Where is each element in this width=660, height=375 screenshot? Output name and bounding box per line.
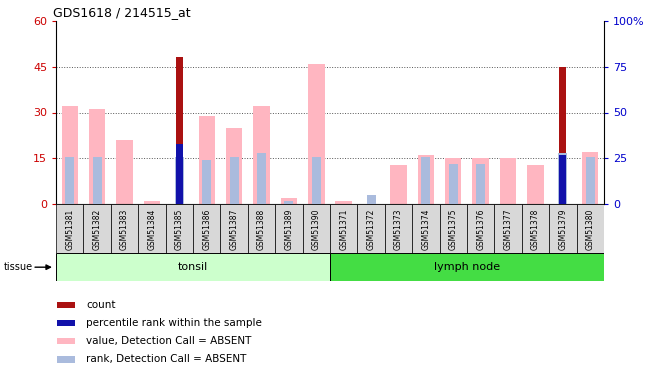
Bar: [248, 204, 275, 253]
Bar: [275, 204, 302, 253]
Bar: [312, 157, 321, 204]
Text: percentile rank within the sample: percentile rank within the sample: [86, 318, 262, 328]
Bar: [57, 302, 75, 308]
Text: lymph node: lymph node: [434, 262, 500, 272]
Bar: [92, 157, 102, 204]
Bar: [385, 204, 412, 253]
Text: GSM51373: GSM51373: [394, 208, 403, 250]
Text: GSM51374: GSM51374: [421, 208, 430, 250]
Bar: [330, 253, 604, 281]
Bar: [116, 140, 133, 204]
Bar: [366, 195, 376, 204]
Bar: [284, 201, 294, 204]
Text: GSM51386: GSM51386: [202, 208, 211, 250]
Text: tissue: tissue: [3, 262, 32, 272]
Text: GSM51380: GSM51380: [585, 208, 595, 250]
Bar: [527, 165, 544, 204]
Text: GSM51389: GSM51389: [284, 208, 294, 250]
Bar: [335, 201, 352, 204]
Text: GSM51382: GSM51382: [92, 208, 102, 249]
Bar: [390, 165, 407, 204]
Bar: [476, 164, 485, 204]
Bar: [89, 110, 106, 204]
Bar: [193, 204, 220, 253]
Text: GSM51387: GSM51387: [230, 208, 239, 250]
Bar: [473, 159, 489, 204]
Text: value, Detection Call = ABSENT: value, Detection Call = ABSENT: [86, 336, 251, 346]
Bar: [175, 157, 184, 204]
Bar: [467, 204, 494, 253]
Bar: [257, 153, 266, 204]
Bar: [57, 356, 75, 363]
Bar: [57, 338, 75, 345]
Text: GSM51381: GSM51381: [65, 208, 75, 249]
Bar: [57, 320, 75, 326]
Text: GSM51384: GSM51384: [147, 208, 156, 250]
Text: GSM51383: GSM51383: [120, 208, 129, 250]
Text: GSM51371: GSM51371: [339, 208, 348, 250]
Bar: [202, 160, 211, 204]
Bar: [585, 157, 595, 204]
Bar: [440, 204, 467, 253]
Bar: [358, 204, 385, 253]
Bar: [199, 116, 215, 204]
Text: GSM51388: GSM51388: [257, 208, 266, 249]
Text: GSM51377: GSM51377: [504, 208, 513, 250]
Bar: [253, 106, 270, 204]
Bar: [111, 204, 138, 253]
Bar: [280, 198, 297, 204]
Text: GSM51378: GSM51378: [531, 208, 540, 250]
Bar: [449, 164, 458, 204]
Bar: [500, 159, 516, 204]
Bar: [549, 204, 577, 253]
Bar: [144, 201, 160, 204]
Bar: [521, 204, 549, 253]
Bar: [176, 57, 183, 204]
Bar: [56, 204, 83, 253]
Text: GSM51376: GSM51376: [476, 208, 485, 250]
Text: GSM51390: GSM51390: [312, 208, 321, 250]
Bar: [302, 204, 330, 253]
Text: GSM51375: GSM51375: [449, 208, 458, 250]
Bar: [308, 63, 325, 204]
Bar: [582, 152, 599, 204]
Bar: [83, 204, 111, 253]
Text: tonsil: tonsil: [178, 262, 208, 272]
Bar: [421, 157, 430, 204]
Bar: [577, 204, 604, 253]
Bar: [230, 157, 239, 204]
Bar: [558, 153, 568, 204]
Bar: [330, 204, 358, 253]
Text: GDS1618 / 214515_at: GDS1618 / 214515_at: [53, 6, 191, 20]
Bar: [61, 106, 78, 204]
Bar: [65, 157, 75, 204]
Bar: [560, 155, 566, 204]
Bar: [494, 204, 521, 253]
Bar: [418, 155, 434, 204]
Bar: [445, 159, 461, 204]
Text: GSM51379: GSM51379: [558, 208, 568, 250]
Bar: [56, 253, 330, 281]
Text: GSM51385: GSM51385: [175, 208, 184, 250]
Bar: [166, 204, 193, 253]
Text: rank, Detection Call = ABSENT: rank, Detection Call = ABSENT: [86, 354, 247, 364]
Bar: [176, 144, 183, 204]
Bar: [412, 204, 440, 253]
Text: GSM51372: GSM51372: [366, 208, 376, 250]
Bar: [220, 204, 248, 253]
Bar: [560, 67, 566, 204]
Bar: [226, 128, 242, 204]
Bar: [138, 204, 166, 253]
Text: count: count: [86, 300, 116, 310]
